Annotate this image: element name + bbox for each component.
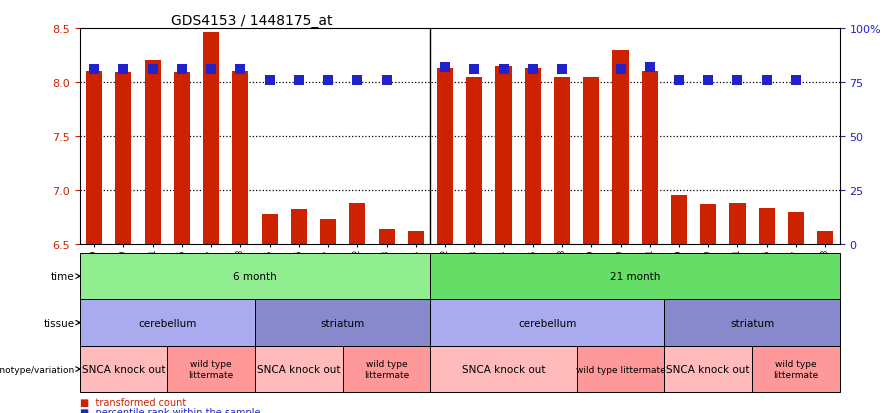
Text: SNCA knock out: SNCA knock out: [667, 364, 750, 374]
Text: SNCA knock out: SNCA knock out: [461, 364, 545, 374]
Bar: [291, 210, 307, 244]
Point: [497, 66, 511, 73]
Text: wild type
littermate: wild type littermate: [364, 359, 409, 379]
Text: striatum: striatum: [730, 318, 774, 328]
Point: [146, 66, 160, 73]
Text: SNCA knock out: SNCA knock out: [81, 364, 165, 374]
Text: GDS4153 / 1448175_at: GDS4153 / 1448175_at: [171, 14, 332, 28]
Text: tissue: tissue: [43, 318, 74, 328]
Bar: [80, 253, 431, 300]
Bar: [642, 72, 658, 244]
Point: [379, 77, 393, 84]
Point: [204, 66, 218, 73]
Point: [117, 66, 131, 73]
Text: wild type
littermate: wild type littermate: [188, 359, 233, 379]
Point: [321, 77, 335, 84]
Bar: [466, 77, 483, 244]
Text: striatum: striatum: [321, 318, 365, 328]
Bar: [496, 66, 512, 244]
Bar: [408, 232, 423, 244]
Point: [468, 66, 482, 73]
Bar: [752, 346, 840, 392]
Bar: [525, 69, 541, 244]
Bar: [437, 69, 453, 244]
Bar: [431, 300, 665, 346]
Point: [643, 64, 657, 71]
Text: time: time: [51, 271, 74, 282]
Bar: [788, 212, 804, 244]
Bar: [262, 214, 278, 244]
Bar: [349, 204, 365, 244]
Point: [350, 77, 364, 84]
Text: 6 month: 6 month: [233, 271, 277, 282]
Text: genotype/variation: genotype/variation: [0, 365, 74, 374]
Bar: [203, 33, 219, 244]
Bar: [232, 72, 248, 244]
Bar: [758, 209, 774, 244]
Bar: [80, 300, 255, 346]
Text: 21 month: 21 month: [610, 271, 660, 282]
Bar: [174, 73, 190, 244]
Text: cerebellum: cerebellum: [138, 318, 196, 328]
Bar: [554, 77, 570, 244]
Point: [292, 77, 306, 84]
Point: [701, 77, 715, 84]
Bar: [613, 50, 629, 244]
Point: [233, 66, 248, 73]
Bar: [86, 72, 103, 244]
Bar: [431, 346, 576, 392]
Bar: [145, 61, 161, 244]
Bar: [665, 300, 840, 346]
Point: [438, 64, 452, 71]
Point: [730, 77, 744, 84]
Point: [175, 66, 189, 73]
Bar: [343, 346, 431, 392]
Text: SNCA knock out: SNCA knock out: [257, 364, 340, 374]
Text: cerebellum: cerebellum: [518, 318, 576, 328]
Point: [613, 66, 628, 73]
Text: ■  transformed count: ■ transformed count: [80, 397, 186, 407]
Bar: [583, 77, 599, 244]
Point: [88, 66, 102, 73]
Bar: [431, 253, 840, 300]
Point: [789, 77, 803, 84]
Point: [672, 77, 686, 84]
Bar: [729, 204, 745, 244]
Bar: [378, 229, 394, 244]
Bar: [80, 346, 167, 392]
Point: [526, 66, 540, 73]
Point: [759, 77, 774, 84]
Point: [263, 77, 277, 84]
Bar: [255, 346, 343, 392]
Bar: [255, 300, 431, 346]
Bar: [671, 196, 687, 244]
Text: ■  percentile rank within the sample: ■ percentile rank within the sample: [80, 407, 260, 413]
Bar: [817, 232, 834, 244]
Bar: [700, 204, 716, 244]
Bar: [576, 346, 665, 392]
Text: wild type littermate: wild type littermate: [575, 365, 666, 374]
Bar: [167, 346, 255, 392]
Text: wild type
littermate: wild type littermate: [774, 359, 819, 379]
Bar: [116, 73, 132, 244]
Bar: [665, 346, 752, 392]
Bar: [320, 220, 336, 244]
Point: [555, 66, 569, 73]
